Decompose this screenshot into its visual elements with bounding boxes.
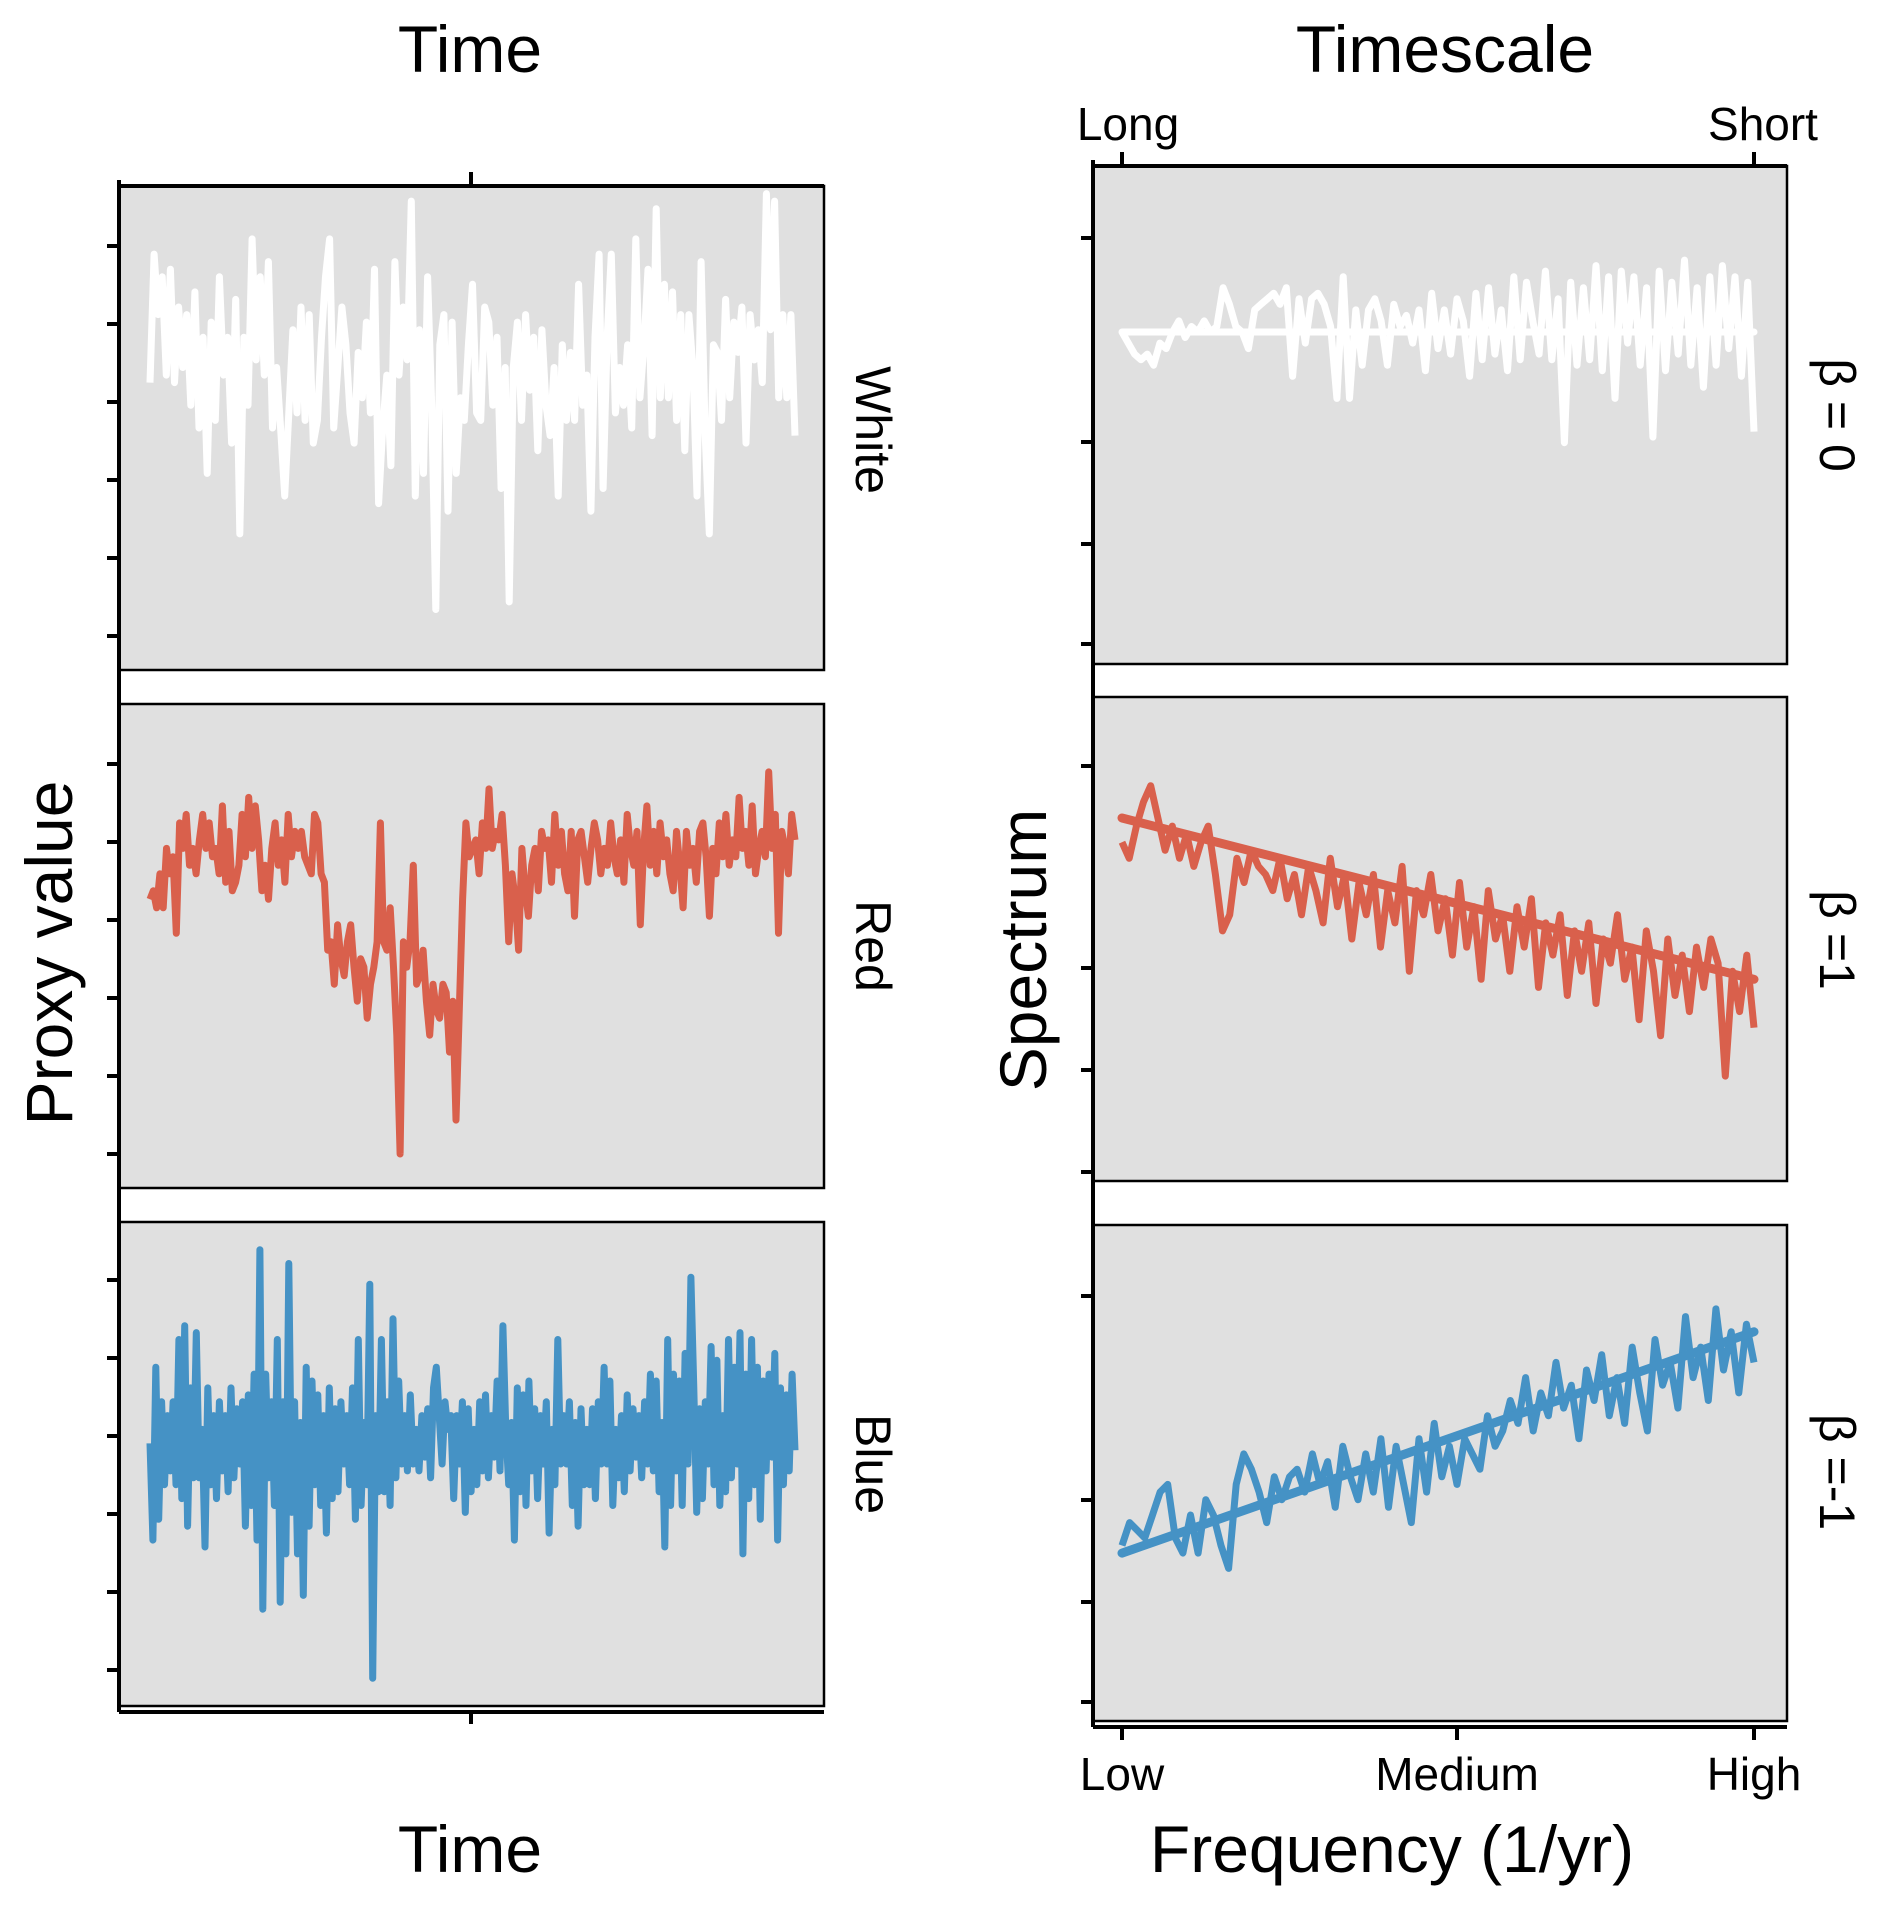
right-panel-beta-0: β = 0 [1081, 164, 1865, 666]
left-y-axis-title: Proxy value [12, 781, 86, 1126]
right-panel-beta-1-y-ticks [1081, 764, 1093, 1174]
facet-label-blue: Blue [845, 1414, 901, 1514]
fit-line-beta-neg1 [1117, 1327, 1759, 1558]
right-panel-beta-1: β =1 [1081, 695, 1865, 1183]
left-panel-white-y-ticks [107, 244, 119, 638]
spectrum-line-beta-neg1 [1118, 1305, 1758, 1572]
x-tick-label-high: High [1707, 1748, 1802, 1800]
series-line-blue-noise [146, 1246, 799, 1682]
facet-label-beta-0: β = 0 [1809, 358, 1865, 472]
left-panel-red-y-ticks [107, 762, 119, 1156]
facet-label-white: White [845, 366, 901, 494]
right-panel-beta-neg1: β =-1 [1081, 1223, 1865, 1723]
right-top-x-ticks [1120, 152, 1756, 166]
series-line-white-noise [146, 190, 799, 613]
right-panel-beta-neg1-y-ticks [1081, 1294, 1093, 1704]
left-panel-blue-y-ticks [107, 1278, 119, 1672]
spectrum-line-beta-0 [1118, 256, 1758, 447]
facet-label-beta-neg1: β =-1 [1809, 1414, 1865, 1530]
right-panel-beta-0-background [1091, 164, 1789, 666]
right-x-axis-title: Frequency (1/yr) [1150, 1812, 1634, 1886]
facet-label-red: Red [845, 900, 901, 992]
right-y-axis-title: Spectrum [986, 809, 1060, 1091]
left-panel-red: Red [107, 702, 901, 1190]
spectrum-line-beta-1 [1118, 782, 1758, 1080]
left-panel-white-background [117, 184, 826, 672]
fit-line-beta-1 [1117, 813, 1759, 984]
x-tick-label-medium: Medium [1375, 1748, 1539, 1800]
left-panel-red-background [117, 702, 826, 1190]
top-tick-label-long: Long [1077, 98, 1179, 150]
right-top-title: Timescale [1296, 12, 1594, 86]
right-panel-beta-1-background [1091, 695, 1789, 1183]
right-bottom-x-ticks [1120, 1727, 1756, 1740]
right-panel-beta-0-y-ticks [1081, 236, 1093, 646]
left-bottom-title: Time [398, 1812, 542, 1886]
left-top-title: Time [398, 12, 542, 86]
left-panel-blue: Blue [107, 1220, 901, 1708]
left-panel-white: White [107, 184, 901, 672]
series-line-red-noise [146, 768, 799, 1158]
facet-label-beta-1: β =1 [1809, 890, 1865, 990]
top-tick-label-short: Short [1708, 98, 1818, 150]
x-tick-label-low: Low [1080, 1748, 1165, 1800]
